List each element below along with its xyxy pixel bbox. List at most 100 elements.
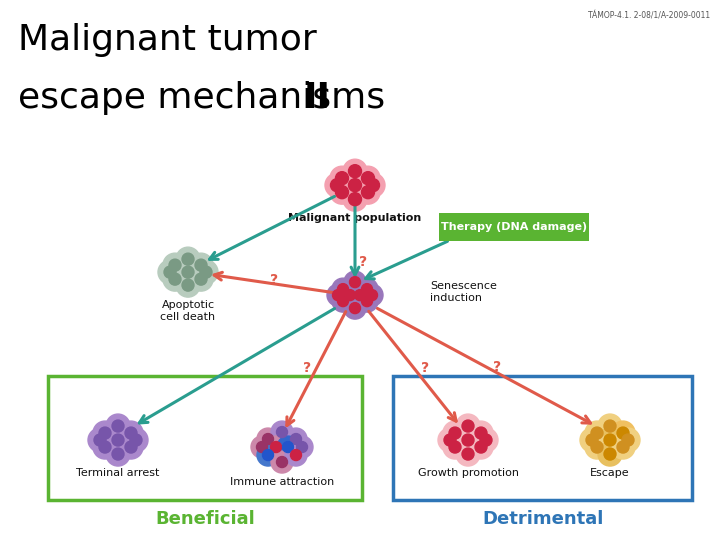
- Circle shape: [93, 421, 117, 445]
- Circle shape: [361, 186, 374, 199]
- Circle shape: [591, 441, 603, 453]
- Text: ?: ?: [421, 361, 429, 375]
- Circle shape: [586, 434, 598, 446]
- Circle shape: [251, 436, 273, 458]
- Circle shape: [456, 428, 480, 452]
- Circle shape: [124, 428, 148, 452]
- Circle shape: [336, 186, 348, 199]
- Circle shape: [271, 442, 282, 453]
- Circle shape: [106, 428, 130, 452]
- Circle shape: [611, 421, 635, 445]
- Circle shape: [604, 448, 616, 460]
- Circle shape: [182, 266, 194, 278]
- Circle shape: [332, 290, 354, 312]
- Circle shape: [257, 444, 279, 466]
- Circle shape: [604, 434, 616, 446]
- Circle shape: [130, 434, 142, 446]
- Circle shape: [344, 297, 366, 319]
- Circle shape: [356, 278, 378, 300]
- Circle shape: [291, 436, 313, 458]
- Circle shape: [591, 427, 603, 439]
- Circle shape: [164, 266, 176, 278]
- FancyBboxPatch shape: [439, 213, 589, 241]
- Circle shape: [189, 253, 213, 277]
- Circle shape: [585, 435, 609, 459]
- Circle shape: [366, 289, 377, 301]
- Circle shape: [176, 260, 200, 284]
- Text: Immune attraction: Immune attraction: [230, 477, 334, 487]
- Circle shape: [189, 267, 213, 291]
- Circle shape: [330, 166, 354, 190]
- Text: Detrimental: Detrimental: [482, 510, 603, 528]
- Circle shape: [119, 421, 143, 445]
- Circle shape: [348, 179, 361, 192]
- Circle shape: [338, 295, 348, 307]
- Circle shape: [333, 289, 343, 301]
- Circle shape: [366, 179, 379, 192]
- Circle shape: [475, 441, 487, 453]
- Circle shape: [349, 284, 371, 306]
- Text: escape mechanisms: escape mechanisms: [18, 81, 397, 115]
- Text: Malignant tumor: Malignant tumor: [18, 23, 317, 57]
- Circle shape: [585, 421, 609, 445]
- Circle shape: [276, 456, 287, 468]
- Circle shape: [598, 414, 622, 438]
- Circle shape: [480, 434, 492, 446]
- Circle shape: [474, 428, 498, 452]
- Text: ?: ?: [303, 361, 311, 375]
- Circle shape: [256, 442, 268, 453]
- Circle shape: [475, 427, 487, 439]
- Circle shape: [169, 273, 181, 285]
- Circle shape: [343, 159, 367, 183]
- Text: ?: ?: [359, 255, 367, 269]
- Circle shape: [354, 289, 366, 301]
- Circle shape: [349, 276, 361, 288]
- Text: Growth promotion: Growth promotion: [418, 468, 518, 478]
- Circle shape: [356, 166, 380, 190]
- Circle shape: [125, 441, 137, 453]
- Circle shape: [285, 444, 307, 466]
- Circle shape: [195, 259, 207, 271]
- Circle shape: [106, 414, 130, 438]
- Text: ?: ?: [493, 360, 501, 374]
- Circle shape: [99, 427, 111, 439]
- Circle shape: [580, 428, 604, 452]
- Circle shape: [598, 428, 622, 452]
- Circle shape: [617, 441, 629, 453]
- Circle shape: [361, 284, 372, 295]
- Circle shape: [285, 428, 307, 450]
- Circle shape: [444, 434, 456, 446]
- Circle shape: [290, 449, 302, 461]
- Circle shape: [462, 420, 474, 432]
- Circle shape: [598, 442, 622, 466]
- Circle shape: [169, 259, 181, 271]
- Text: Therapy (DNA damage): Therapy (DNA damage): [441, 222, 587, 232]
- Text: II: II: [304, 81, 331, 115]
- Circle shape: [112, 448, 124, 460]
- Circle shape: [336, 172, 348, 185]
- Circle shape: [94, 434, 106, 446]
- Circle shape: [297, 442, 307, 453]
- Circle shape: [344, 271, 366, 293]
- Circle shape: [469, 435, 493, 459]
- Circle shape: [263, 434, 274, 444]
- Circle shape: [361, 284, 383, 306]
- Circle shape: [88, 428, 112, 452]
- Circle shape: [176, 247, 200, 271]
- Circle shape: [443, 421, 467, 445]
- Circle shape: [343, 187, 367, 211]
- Circle shape: [327, 284, 349, 306]
- Text: Beneficial: Beneficial: [155, 510, 255, 528]
- Circle shape: [617, 427, 629, 439]
- Circle shape: [332, 278, 354, 300]
- Text: Terminal arrest: Terminal arrest: [76, 468, 160, 478]
- Circle shape: [622, 434, 634, 446]
- Circle shape: [271, 451, 293, 473]
- Circle shape: [456, 442, 480, 466]
- Text: Senescence
induction: Senescence induction: [430, 281, 497, 303]
- Circle shape: [276, 427, 287, 437]
- Circle shape: [344, 289, 356, 301]
- Circle shape: [99, 441, 111, 453]
- Text: Escape: Escape: [590, 468, 630, 478]
- Circle shape: [616, 428, 640, 452]
